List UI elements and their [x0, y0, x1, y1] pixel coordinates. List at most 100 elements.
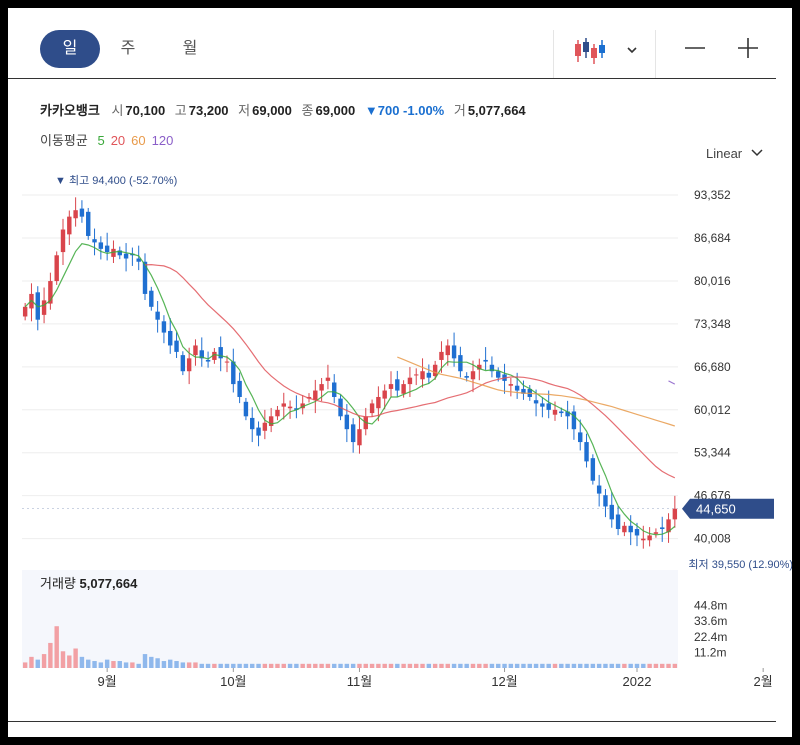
high-value: 73,200 [188, 103, 229, 118]
volume-tick-label: 44.8m [694, 599, 727, 613]
candle-body [483, 359, 488, 362]
volume-bar [540, 663, 545, 668]
volume-bar [199, 663, 204, 668]
candle-body [117, 250, 122, 256]
candle-body [48, 281, 53, 304]
volume-tick-label: 11.2m [694, 645, 726, 659]
volume-bar [86, 659, 91, 668]
tab-day[interactable]: 일 [40, 30, 100, 68]
volume-tick-label: 22.4m [694, 630, 727, 644]
candle-body [98, 242, 104, 249]
max-annotation: ▼ 최고 94,400 (-52.70%) [55, 174, 177, 187]
volume-bar [287, 663, 293, 668]
y-tick-label: 66,680 [694, 360, 731, 374]
volume-bar [376, 663, 381, 668]
volume-bar [123, 662, 129, 668]
candle-body [672, 508, 678, 520]
candle-body [54, 255, 59, 282]
tab-week[interactable]: 주 [120, 40, 136, 57]
volume-bar [149, 656, 154, 668]
volume-bar [445, 663, 450, 668]
volume-bar [161, 661, 167, 668]
volume-bar [647, 663, 652, 668]
volume-bar [332, 663, 337, 668]
tab-month[interactable]: 월 [182, 40, 198, 57]
volume-bar [565, 663, 570, 668]
zoom-out-button[interactable] [683, 36, 707, 60]
volume-bar [294, 663, 299, 668]
candle-body [420, 371, 425, 380]
volume-bar [414, 663, 419, 668]
candle-body [256, 427, 261, 436]
high-label: 고 [174, 103, 187, 118]
volume-bar [262, 663, 268, 668]
volume-bar [477, 663, 482, 668]
volume-bar [313, 663, 318, 668]
candle-body [559, 411, 564, 414]
volume-bar [306, 663, 312, 668]
y-tick-label: 86,684 [694, 231, 731, 245]
divider [553, 30, 554, 78]
volume-bar [382, 663, 387, 668]
chart-panel: 일 주 월 카카오뱅크 시 70,100 고 73,200 저 69,000 종 69,… [8, 8, 792, 737]
volume-bar [212, 663, 217, 668]
candle-body [41, 300, 47, 315]
candle-body [92, 239, 97, 243]
volume-bar [489, 663, 495, 668]
candle-body [281, 403, 286, 407]
candle-body [186, 358, 192, 372]
volume-bar [60, 651, 66, 668]
volume-bar [496, 663, 501, 668]
candle-body [628, 525, 633, 533]
candle-body [268, 416, 274, 426]
volume-value: 5,077,664 [467, 103, 526, 118]
volume-bar [256, 663, 261, 668]
volume-bar [48, 642, 53, 668]
candle-body [193, 345, 198, 356]
volume-bar [388, 663, 394, 668]
candle-body [275, 409, 280, 417]
volume-bar [603, 663, 608, 668]
volume-bar [660, 663, 665, 668]
volume-bar [622, 663, 627, 668]
candle-body [660, 527, 665, 530]
x-tick-label: 11월 [347, 674, 372, 689]
candle-body [142, 261, 148, 294]
volume-bar [35, 659, 40, 668]
x-tick-label: 9월 [98, 674, 117, 689]
scale-dropdown[interactable]: Linear [706, 146, 764, 161]
volume-bar [186, 662, 192, 668]
moving-average-legend: 이동평균 5 20 60 120 [40, 130, 179, 149]
zoom-in-button[interactable] [736, 36, 760, 60]
candle-body [578, 432, 583, 443]
candle-body [477, 364, 482, 370]
candle-body [231, 361, 236, 385]
candle-body [653, 532, 659, 534]
scale-label: Linear [706, 146, 743, 161]
volume-bar [590, 663, 596, 668]
low-value: 69,000 [252, 103, 292, 118]
candle-body [357, 429, 362, 446]
chart-type-button[interactable] [570, 36, 660, 66]
volume-bar [142, 654, 148, 668]
candle-body [104, 245, 110, 253]
volume-bar [578, 663, 583, 668]
divider [8, 78, 776, 79]
candle-body [464, 376, 469, 378]
volume-bar [344, 663, 350, 668]
volume-bar [281, 663, 286, 668]
ma-5-label: 5 [97, 133, 105, 148]
candle-body [161, 321, 167, 333]
volume-bar [672, 663, 678, 668]
candle-body [155, 311, 160, 320]
volume-bar [319, 663, 324, 668]
volume-bar [155, 658, 160, 668]
candle-body [395, 379, 400, 391]
volume-bar [350, 663, 356, 668]
candle-body [432, 364, 438, 377]
candle-body [414, 374, 419, 376]
ma-label: 이동평균 [40, 133, 88, 148]
candle-body [369, 403, 375, 414]
candle-body [458, 355, 463, 372]
candle-body [111, 248, 116, 257]
